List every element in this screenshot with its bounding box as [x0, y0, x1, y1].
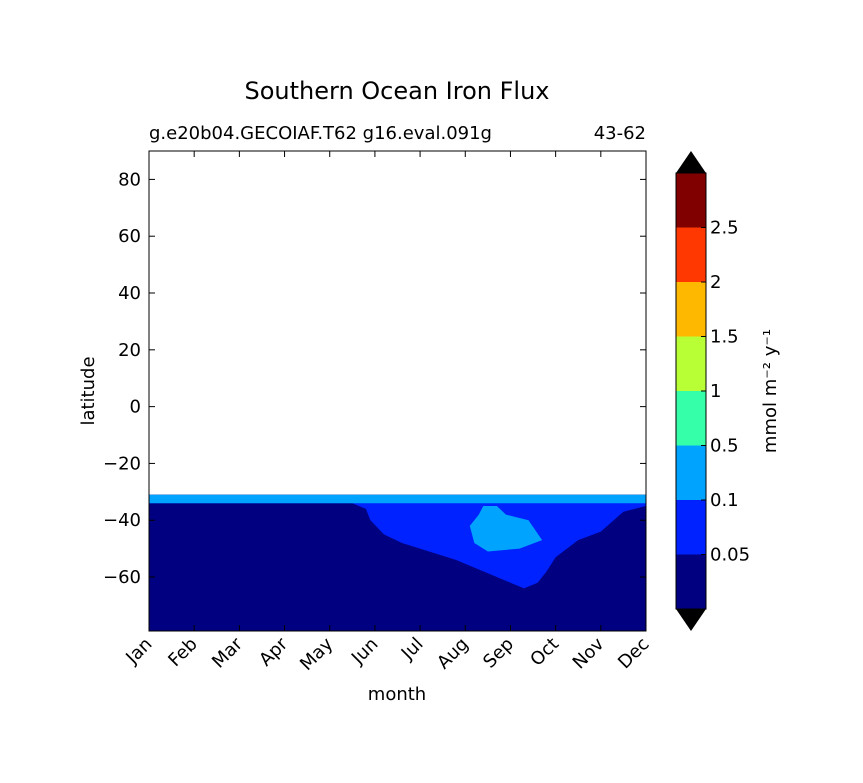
y-tick-label: 40 — [118, 283, 141, 304]
y-tick-label: 0 — [130, 397, 141, 418]
colorbar-extend-min — [676, 609, 706, 631]
colorbar-segment-4 — [676, 336, 706, 391]
colorbar: 0.05 0.1 0.5 1 1.5 2 2.5 — [675, 151, 750, 631]
chart-subtitle-right: 43-62 — [594, 123, 646, 144]
colorbar-segment-5 — [676, 282, 706, 337]
x-tick-label: Feb — [164, 634, 201, 671]
colorbar-segment-3 — [676, 391, 706, 446]
x-tick-label: Dec — [614, 634, 653, 673]
y-tick-label: 60 — [118, 226, 141, 247]
y-tick-label: 80 — [118, 169, 141, 190]
colorbar-segment-1 — [676, 500, 706, 555]
x-tick-label: Jan — [121, 634, 156, 669]
y-tick-label: 20 — [118, 340, 141, 361]
colorbar-tick-label: 2.5 — [710, 218, 739, 239]
colorbar-segment-0 — [676, 554, 706, 609]
x-tick-label: Aug — [433, 634, 473, 674]
heat-band-1 — [149, 494, 646, 504]
x-tick-label: Jun — [347, 634, 382, 669]
colorbar-tick-label: 0.05 — [710, 545, 750, 566]
y-tick-label: −60 — [103, 567, 141, 588]
colorbar-label: mmol m⁻² y⁻¹ — [760, 329, 781, 453]
colorbar-extend-max — [676, 151, 706, 173]
x-tick-label: May — [296, 633, 337, 674]
x-tick-label: Sep — [479, 634, 518, 673]
colorbar-segment-6 — [676, 227, 706, 282]
colorbar-tick-label: 1.5 — [710, 327, 739, 348]
chart-subtitle-left: g.e20b04.GECOIAF.T62 g16.eval.091g — [149, 123, 492, 144]
colorbar-tick-label: 1 — [710, 381, 721, 402]
heatmap-layer — [149, 494, 646, 631]
colorbar-tick-label: 0.1 — [710, 490, 739, 511]
x-tick-label: Nov — [569, 633, 609, 673]
chart-title: Southern Ocean Iron Flux — [244, 77, 549, 105]
colorbar-tick-label: 0.5 — [710, 436, 739, 457]
x-tick-label: Apr — [255, 633, 292, 670]
y-tick-label: −40 — [103, 510, 141, 531]
x-tick-label: Oct — [526, 634, 563, 671]
colorbar-segment-2 — [676, 445, 706, 500]
plot-frame — [148, 150, 647, 632]
y-axis-label: latitude — [78, 356, 99, 425]
x-axis-label: month — [368, 684, 426, 705]
x-tick-label: Jul — [397, 634, 428, 665]
colorbar-tick-label: 2 — [710, 272, 721, 293]
y-tick-label: −20 — [103, 453, 141, 474]
colorbar-segment-7 — [676, 173, 706, 228]
heat-band-2 — [469, 506, 543, 552]
x-tick-label: Mar — [208, 633, 247, 672]
